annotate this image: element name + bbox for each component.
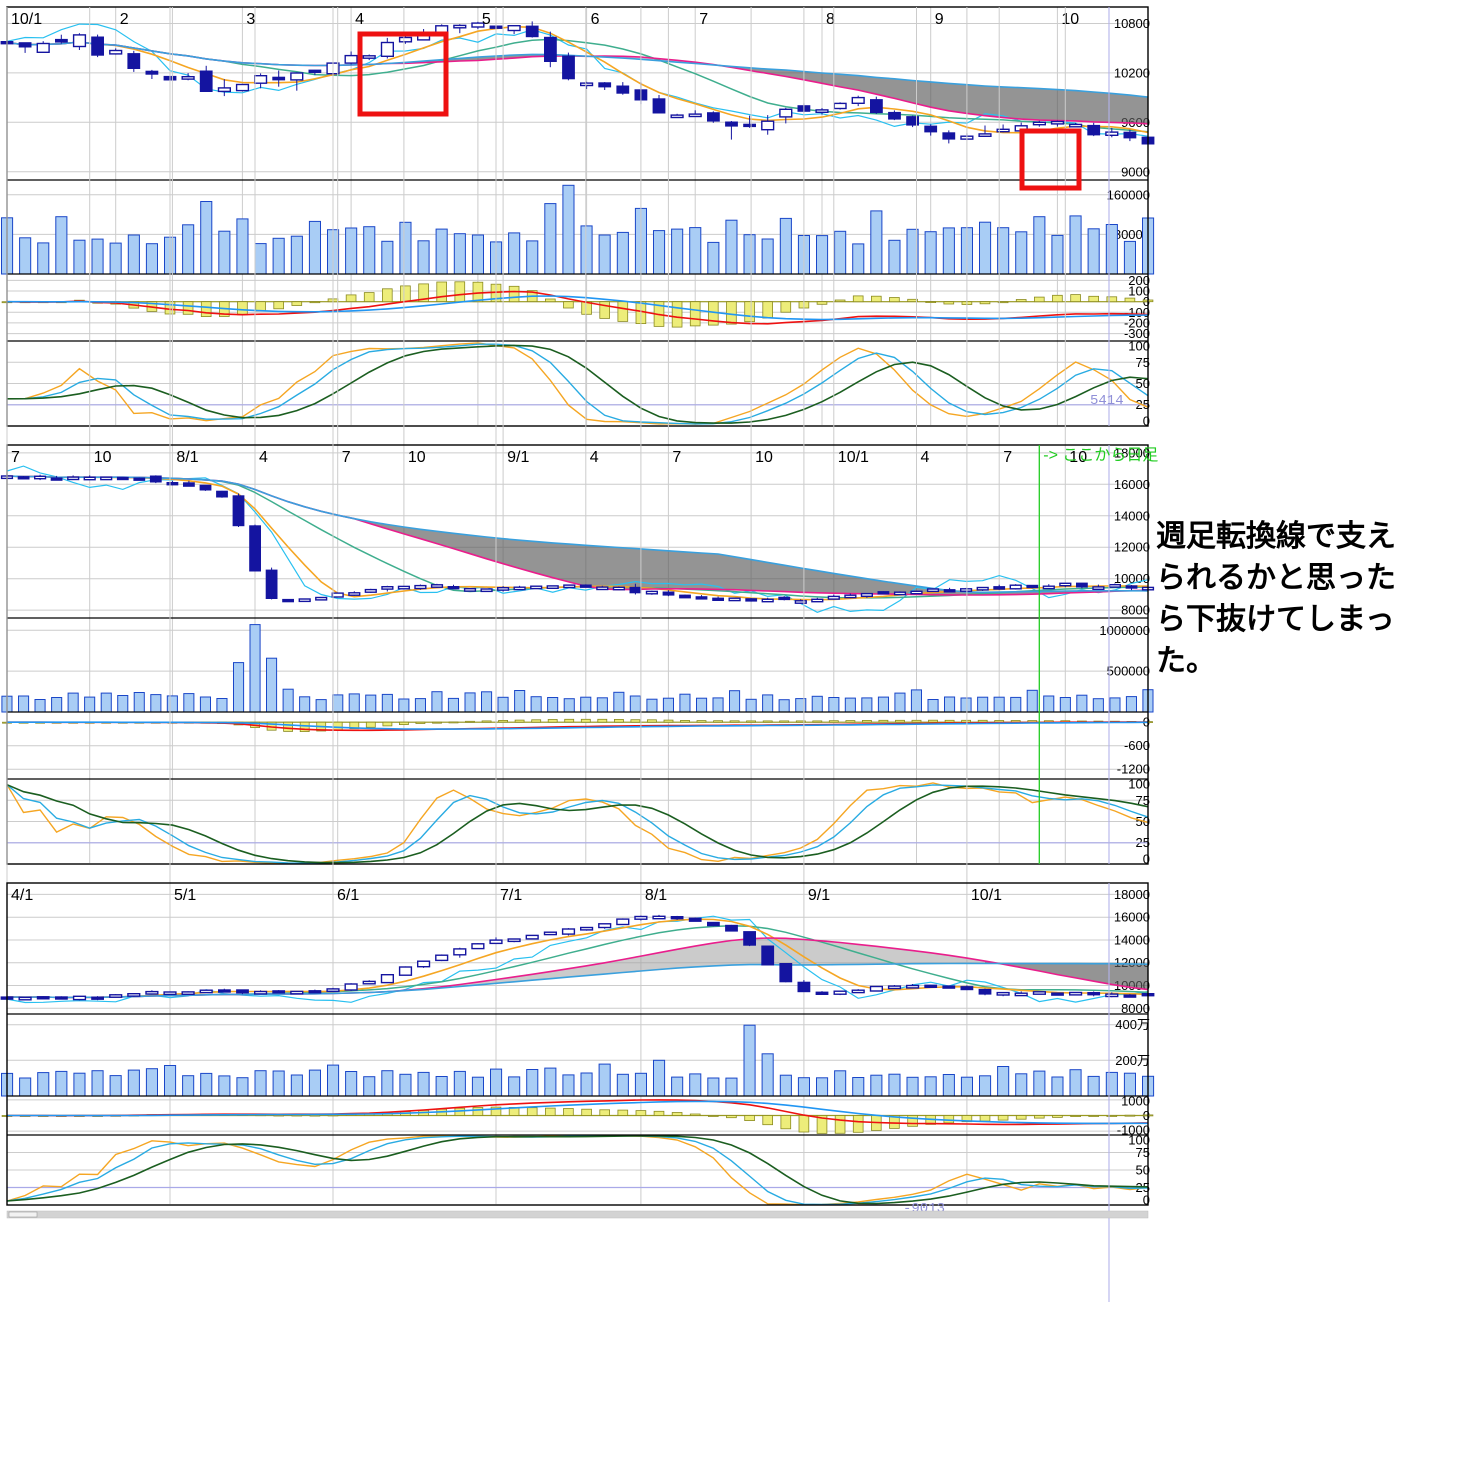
svg-text:4: 4 — [355, 11, 364, 28]
svg-text:12000: 12000 — [1114, 540, 1150, 555]
svg-text:-1200: -1200 — [1117, 762, 1150, 777]
svg-text:10/1: 10/1 — [838, 449, 869, 466]
svg-text:4: 4 — [921, 449, 930, 466]
svg-text:7: 7 — [11, 449, 20, 466]
svg-text:2: 2 — [120, 11, 129, 28]
svg-text:6/1: 6/1 — [337, 887, 359, 904]
svg-text:5414: 5414 — [1090, 393, 1124, 409]
svg-text:400万: 400万 — [1115, 1017, 1150, 1032]
svg-text:10: 10 — [94, 449, 112, 466]
svg-text:た。: た。 — [1156, 645, 1216, 678]
svg-text:3: 3 — [246, 11, 255, 28]
svg-text:16000: 16000 — [1114, 477, 1150, 492]
svg-text:14000: 14000 — [1114, 933, 1150, 948]
svg-text:4: 4 — [590, 449, 599, 466]
svg-text:14000: 14000 — [1114, 508, 1150, 523]
svg-text:1000000: 1000000 — [1099, 623, 1150, 638]
svg-text:ら下抜けてしまっ: ら下抜けてしまっ — [1156, 603, 1395, 636]
svg-text:10/1: 10/1 — [11, 11, 42, 28]
svg-text:10: 10 — [755, 449, 773, 466]
svg-text:7: 7 — [699, 11, 708, 28]
svg-text:9/1: 9/1 — [808, 887, 830, 904]
svg-text:9: 9 — [935, 11, 944, 28]
svg-text:10/1: 10/1 — [971, 887, 1002, 904]
svg-text:10800: 10800 — [1114, 16, 1150, 31]
svg-text:7: 7 — [1003, 449, 1012, 466]
svg-text:18000: 18000 — [1114, 887, 1150, 902]
svg-text:9/1: 9/1 — [507, 449, 529, 466]
svg-text:週足転換線で支え: 週足転換線で支え — [1156, 519, 1396, 553]
svg-text:5: 5 — [482, 11, 491, 28]
svg-text:160000: 160000 — [1107, 187, 1150, 202]
svg-text:8/1: 8/1 — [645, 887, 667, 904]
svg-text:5/1: 5/1 — [174, 887, 196, 904]
svg-text:7: 7 — [342, 449, 351, 466]
svg-text:7/1: 7/1 — [500, 887, 522, 904]
svg-text:500000: 500000 — [1107, 664, 1150, 679]
svg-text:8/1: 8/1 — [176, 449, 198, 466]
svg-text:6: 6 — [591, 11, 600, 28]
svg-text:16000: 16000 — [1114, 910, 1150, 925]
svg-text:られるかと思った: られるかと思った — [1156, 562, 1396, 595]
svg-text:10: 10 — [1061, 11, 1079, 28]
svg-text:7: 7 — [672, 449, 681, 466]
svg-text:8000: 8000 — [1121, 603, 1150, 618]
svg-text:-> ここから日足: -> ここから日足 — [1043, 447, 1158, 464]
svg-text:-600: -600 — [1124, 738, 1150, 753]
svg-text:200万: 200万 — [1115, 1053, 1150, 1068]
svg-text:4: 4 — [259, 449, 268, 466]
svg-text:9000: 9000 — [1121, 164, 1150, 179]
svg-text:10200: 10200 — [1114, 65, 1150, 80]
svg-text:4/1: 4/1 — [11, 887, 33, 904]
svg-text:10: 10 — [408, 449, 426, 466]
svg-text:10000: 10000 — [1114, 571, 1150, 586]
